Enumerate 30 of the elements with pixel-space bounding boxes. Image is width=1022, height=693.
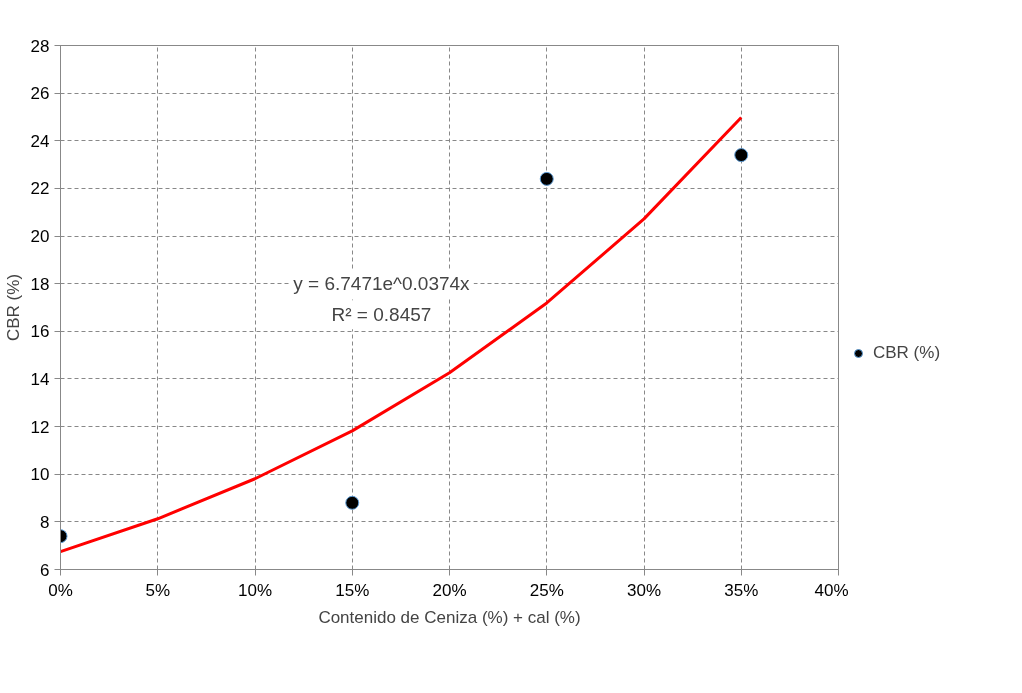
x-tick-label: 0% xyxy=(48,580,73,600)
x-tick-label: 5% xyxy=(145,580,171,600)
legend-label: CBR (%) xyxy=(873,343,941,363)
x-tick-label: 35% xyxy=(724,580,759,600)
y-axis-title: CBR (%) xyxy=(3,273,23,342)
y-tick-label: 6 xyxy=(40,560,50,580)
line-series xyxy=(60,115,743,554)
point xyxy=(345,495,360,510)
x-axis-title: Contenido de Ceniza (%) + cal (%) xyxy=(318,607,581,627)
x-tick-label: 40% xyxy=(814,580,849,600)
y-tick-label: 8 xyxy=(40,512,50,532)
y-tick-label: 10 xyxy=(30,465,50,485)
x-tick-label: 25% xyxy=(529,580,564,600)
y-tick-label: 16 xyxy=(30,322,50,342)
point xyxy=(539,171,554,186)
y-tick-label: 14 xyxy=(30,369,50,389)
y-tick-label: 24 xyxy=(30,131,50,151)
y-tick-label: 22 xyxy=(30,179,50,199)
x-tick-label: 10% xyxy=(237,580,273,600)
y-tick-label: 12 xyxy=(30,417,50,437)
annotation: y = 6.7471e^0.0374x xyxy=(293,273,471,295)
x-tick-label: 30% xyxy=(626,580,662,600)
y-tick-label: 26 xyxy=(30,84,50,104)
x-tick-label: 20% xyxy=(432,580,467,600)
y-tick-label: 28 xyxy=(30,36,50,56)
y-tick-label: 18 xyxy=(30,274,50,294)
point xyxy=(734,148,749,163)
y-tick-label: 20 xyxy=(30,227,50,247)
x-tick-label: 15% xyxy=(335,580,370,600)
annotation: R² = 0.8457 xyxy=(331,304,432,326)
